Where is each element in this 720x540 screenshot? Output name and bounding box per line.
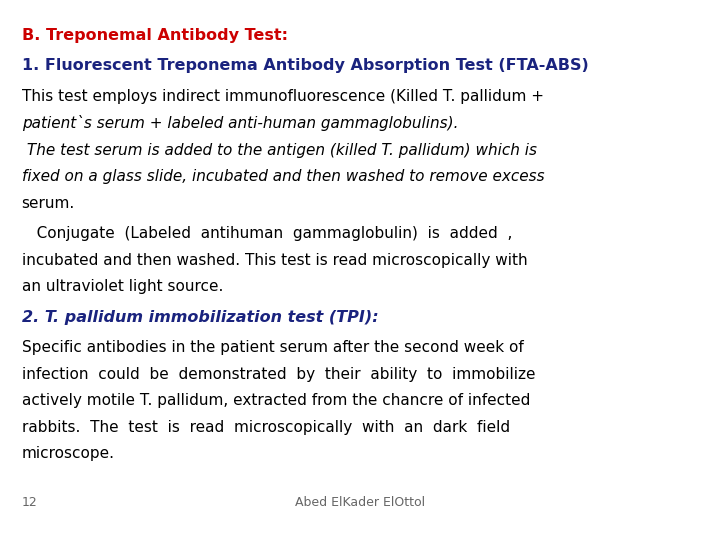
Text: 2. T. pallidum immobilization test (TPI):: 2. T. pallidum immobilization test (TPI)… bbox=[22, 310, 378, 325]
Text: actively motile T. pallidum, extracted from the chancre of infected: actively motile T. pallidum, extracted f… bbox=[22, 393, 530, 408]
Text: 1. Fluorescent Treponema Antibody Absorption Test (FTA-ABS): 1. Fluorescent Treponema Antibody Absorp… bbox=[22, 58, 588, 73]
Text: patient`s serum + labeled anti-human gammaglobulins).: patient`s serum + labeled anti-human gam… bbox=[22, 114, 458, 131]
Text: 12: 12 bbox=[22, 496, 37, 509]
Text: fixed on a glass slide, incubated and then washed to remove excess: fixed on a glass slide, incubated and th… bbox=[22, 169, 544, 184]
Text: This test employs indirect immunofluorescence (Killed T. pallidum +: This test employs indirect immunofluores… bbox=[22, 89, 544, 104]
Text: rabbits.  The  test  is  read  microscopically  with  an  dark  field: rabbits. The test is read microscopicall… bbox=[22, 420, 510, 435]
Text: an ultraviolet light source.: an ultraviolet light source. bbox=[22, 279, 223, 294]
Text: infection  could  be  demonstrated  by  their  ability  to  immobilize: infection could be demonstrated by their… bbox=[22, 367, 535, 382]
Text: B. Treponemal Antibody Test:: B. Treponemal Antibody Test: bbox=[22, 28, 287, 43]
Text: microscope.: microscope. bbox=[22, 446, 114, 461]
Text: Specific antibodies in the patient serum after the second week of: Specific antibodies in the patient serum… bbox=[22, 340, 523, 355]
Text: incubated and then washed. This test is read microscopically with: incubated and then washed. This test is … bbox=[22, 253, 527, 268]
Text: serum.: serum. bbox=[22, 195, 75, 211]
Text: Conjugate  (Labeled  antihuman  gammaglobulin)  is  added  ,: Conjugate (Labeled antihuman gammaglobul… bbox=[22, 226, 512, 241]
Text: Abed ElKader ElOttol: Abed ElKader ElOttol bbox=[295, 496, 425, 509]
Text: The test serum is added to the antigen (killed T. pallidum) which is: The test serum is added to the antigen (… bbox=[22, 143, 536, 158]
